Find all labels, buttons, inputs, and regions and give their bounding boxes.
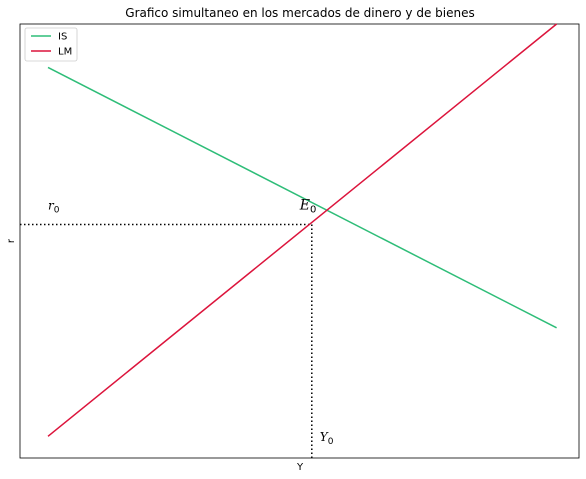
legend: IS LM <box>24 27 78 62</box>
chart-title: Grafico simultaneo en los mercados de di… <box>125 6 474 20</box>
series-layer <box>47 23 558 437</box>
y-axis-label: r <box>6 238 17 243</box>
y0-annotation: Y0 <box>320 430 334 447</box>
legend-label-lm: LM <box>58 47 72 58</box>
e0-annotation: E0 <box>299 198 317 216</box>
plot-frame <box>19 23 580 459</box>
r0-annotation: r0 <box>48 199 60 216</box>
x-axis-label: Y <box>296 462 304 473</box>
legend-label-is: IS <box>58 32 67 43</box>
series-line-lm <box>47 23 558 437</box>
series-line-is <box>47 66 557 329</box>
